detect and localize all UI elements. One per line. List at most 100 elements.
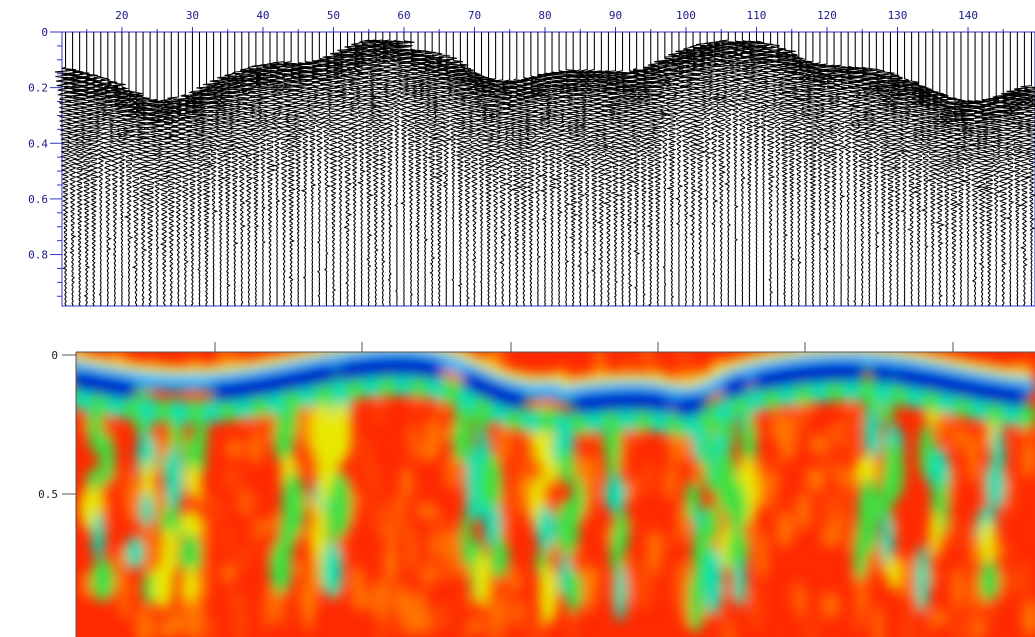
- heat-speckle: [459, 622, 472, 637]
- heat-speckle: [646, 527, 660, 574]
- heat-streak: [613, 565, 628, 621]
- heat-streak: [325, 500, 338, 547]
- trace-lobe-fill: [312, 61, 319, 80]
- trace-lobe-fill: [756, 42, 764, 61]
- seismic-trace: [915, 32, 935, 307]
- seismic-trace: [930, 32, 950, 307]
- heat-speckle: [1000, 540, 1012, 565]
- wiggle-x-tick-label: 20: [115, 9, 128, 22]
- heat-speckle: [375, 614, 396, 636]
- heat-speckle: [361, 435, 371, 478]
- seismic-trace: [294, 32, 319, 307]
- seismic-trace: [1006, 32, 1028, 307]
- seismic-trace: [661, 32, 682, 307]
- trace-lobe-fill: [622, 72, 630, 92]
- heat-reflector: [320, 363, 336, 384]
- heat-speckle: [469, 615, 484, 635]
- heat-speckle: [642, 352, 653, 367]
- heat-streak: [610, 527, 625, 577]
- seismic-trace: [548, 32, 570, 307]
- heat-speckle: [249, 521, 260, 551]
- heat-streak: [703, 548, 724, 616]
- trace-lobe-fill: [255, 67, 263, 86]
- heatmap-y-axis: 00.5: [38, 349, 76, 501]
- seismic-trace: [788, 32, 810, 307]
- wiggle-traces: [55, 32, 1035, 307]
- heat-streak: [90, 557, 115, 602]
- heat-speckle: [400, 465, 414, 500]
- heat-speckle: [415, 608, 432, 633]
- heat-speckle: [978, 419, 991, 452]
- seismic-trace: [647, 32, 669, 307]
- heat-speckle: [675, 352, 693, 381]
- seismic-trace: [979, 32, 1001, 307]
- seismic-trace: [217, 32, 239, 307]
- heat-streak: [702, 503, 720, 542]
- wiggle-x-tick-label: 50: [327, 9, 340, 22]
- heat-speckle: [857, 586, 867, 614]
- seismic-trace: [391, 32, 415, 307]
- seismic-trace: [753, 32, 774, 307]
- heat-streak: [460, 512, 473, 567]
- seismic-trace: [718, 32, 739, 307]
- heat-reflector: [510, 390, 526, 411]
- heat-rim: [388, 337, 404, 347]
- heat-speckle: [952, 611, 963, 637]
- wiggle-x-tick-label: 100: [676, 9, 696, 22]
- heat-speckle: [243, 489, 257, 516]
- heat-speckle: [841, 404, 861, 436]
- heat-streak: [880, 513, 895, 569]
- heat-rim: [358, 339, 374, 349]
- heat-speckle: [839, 436, 860, 454]
- heat-speckle: [837, 518, 855, 552]
- heat-reflector: [734, 375, 750, 396]
- seismic-trace: [230, 32, 252, 307]
- heatmap-field: [76, 337, 1035, 637]
- heat-streak: [538, 562, 559, 625]
- heat-speckle: [806, 624, 818, 637]
- heat-speckle: [432, 601, 452, 632]
- seismic-trace: [964, 32, 987, 307]
- trace-lobe-fill: [340, 51, 348, 74]
- seismic-trace: [322, 32, 345, 307]
- seismic-trace: [167, 32, 190, 307]
- heat-speckle: [670, 566, 686, 611]
- heat-streak: [566, 569, 583, 614]
- heat-speckle: [460, 591, 472, 612]
- trace-lobe-fill: [960, 100, 968, 121]
- heat-speckle: [798, 490, 812, 530]
- heat-streak: [329, 402, 352, 464]
- seismic-trace: [372, 32, 394, 307]
- heat-rim: [378, 338, 394, 348]
- seismic-trace: [91, 32, 112, 307]
- trace-lobe-fill: [361, 43, 369, 64]
- heat-speckle: [901, 607, 914, 637]
- heat-speckle: [383, 543, 399, 581]
- heat-speckle: [797, 584, 806, 616]
- heat-speckle: [223, 525, 233, 556]
- heat-streak: [164, 446, 184, 514]
- heat-speckle: [768, 492, 780, 517]
- seismic-trace: [569, 32, 591, 307]
- heat-streak: [536, 506, 556, 552]
- seismic-trace: [267, 32, 287, 307]
- seismic-trace: [528, 32, 549, 307]
- heat-speckle: [1022, 600, 1035, 635]
- wiggle-x-tick-label: 130: [888, 9, 908, 22]
- heat-streak: [985, 459, 1005, 511]
- wiggle-x-tick-label: 110: [747, 9, 767, 22]
- heat-speckle: [269, 511, 279, 534]
- trace-lobe-fill: [700, 45, 708, 67]
- seismic-trace: [75, 32, 99, 307]
- heat-speckle: [664, 466, 677, 501]
- heat-speckle: [923, 611, 933, 637]
- wiggle-y-axis: 0 0.2 0.4 0.6 0.8: [28, 26, 62, 297]
- heat-streak: [185, 464, 201, 499]
- seismic-trace: [251, 32, 276, 307]
- heat-streak: [863, 407, 881, 460]
- seismic-trace: [739, 32, 761, 307]
- trace-lobe-fill: [100, 78, 108, 100]
- heat-speckle: [135, 605, 154, 637]
- heat-speckle: [851, 608, 868, 632]
